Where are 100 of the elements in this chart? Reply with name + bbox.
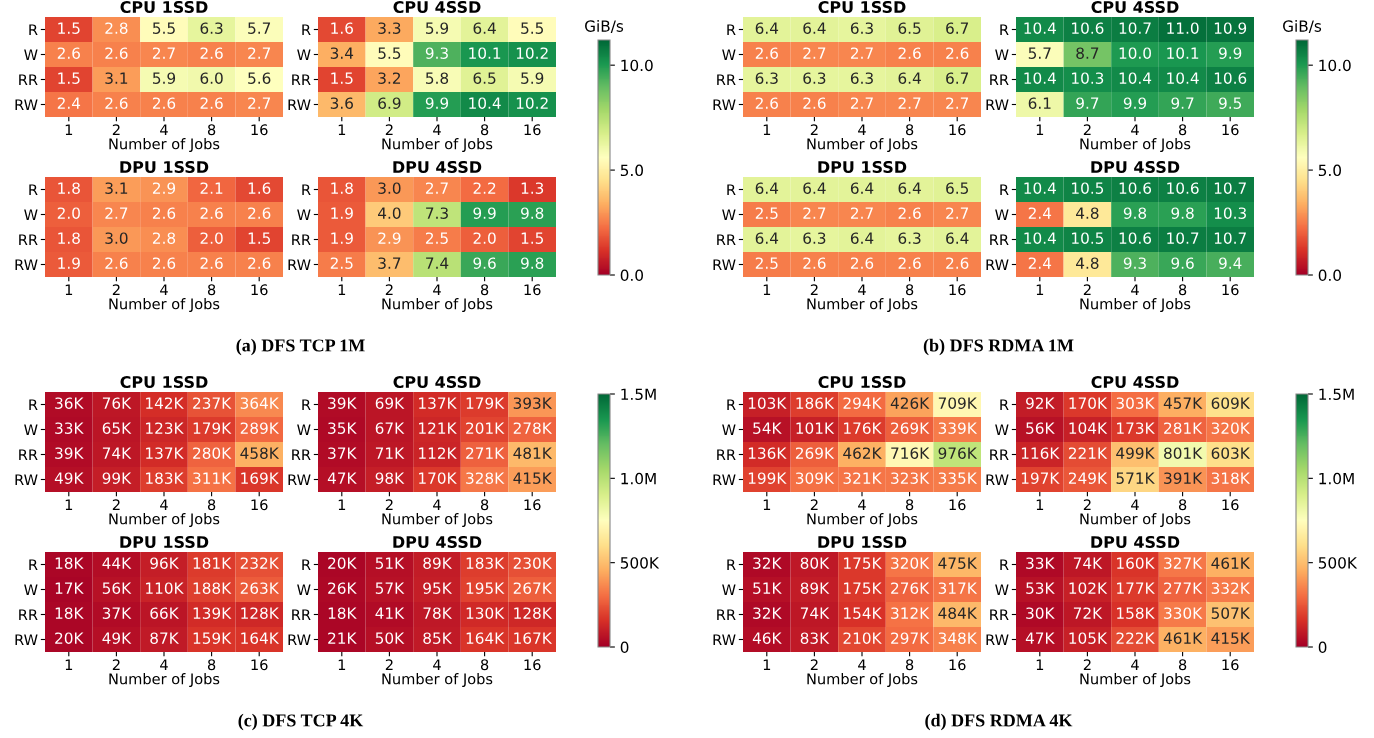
data-label: 72K <box>1073 607 1103 619</box>
y-tick-label: RR <box>990 74 1009 86</box>
x-tick-label: 2 <box>385 659 393 671</box>
x-tick-label: 8 <box>480 284 489 296</box>
x-tick-label: 4 <box>858 124 866 136</box>
data-label: 51K <box>753 582 782 594</box>
data-label: 71K <box>375 447 405 459</box>
data-label: 2.6 <box>105 257 128 269</box>
data-label: 10.2 <box>516 97 548 109</box>
x-tick-label: 16 <box>949 124 966 136</box>
data-label: 9.8 <box>1123 207 1147 219</box>
data-label: 199K <box>748 472 787 484</box>
data-label: 475K <box>938 557 978 569</box>
data-label: 9.8 <box>1171 207 1194 219</box>
data-label: 269K <box>795 447 835 459</box>
data-label: 159K <box>193 632 232 644</box>
data-label: 3.6 <box>330 97 353 109</box>
data-label: 197K <box>1021 472 1060 484</box>
x-tick-label: 1 <box>1036 284 1044 296</box>
data-label: 571K <box>1116 472 1155 484</box>
y-tick-label: R <box>727 24 736 36</box>
data-label: 95K <box>423 582 453 594</box>
data-label: 1.8 <box>331 182 353 194</box>
data-label: 2.6 <box>946 257 969 269</box>
data-label: 183K <box>466 557 505 569</box>
data-label: 87K <box>150 632 180 644</box>
y-tick-label: RR <box>990 234 1009 246</box>
data-label: 9.9 <box>1219 47 1242 59</box>
data-label: 391K <box>1164 472 1203 484</box>
x-tick-label: 16 <box>524 284 541 296</box>
data-label: 51K <box>375 557 405 569</box>
data-label: 10.4 <box>1024 182 1056 194</box>
y-tick-label: RR <box>19 234 38 246</box>
data-label: 49K <box>102 632 132 644</box>
data-label: 2.0 <box>57 207 80 219</box>
data-label: 158K <box>1117 607 1155 619</box>
data-label: 2.7 <box>946 97 969 109</box>
x-tick-label: 1 <box>65 284 73 296</box>
data-label: 2.7 <box>898 97 921 109</box>
data-label: 10.6 <box>1214 72 1247 84</box>
x-tick-label: 1 <box>338 124 346 136</box>
x-tick-label: 16 <box>251 124 268 136</box>
data-label: 74K <box>1073 557 1103 569</box>
x-tick-label: 2 <box>112 659 120 671</box>
x-tick-label: 16 <box>1222 659 1239 671</box>
data-label: 221K <box>1068 447 1108 459</box>
data-label: 348K <box>938 632 978 644</box>
data-label: 10.6 <box>1072 22 1104 34</box>
data-label: 20K <box>55 632 84 644</box>
data-label: 2.9 <box>378 232 401 244</box>
data-label: 9.7 <box>1171 97 1194 109</box>
x-axis-title: Number of Jobs <box>1080 673 1191 688</box>
x-tick-label: 1 <box>763 659 771 671</box>
x-tick-label: 4 <box>858 659 866 671</box>
x-tick-label: 16 <box>1222 284 1239 296</box>
data-label: 7.4 <box>426 257 449 269</box>
chart-title: DPU 1SSD <box>818 160 907 174</box>
data-label: 6.3 <box>803 72 826 84</box>
x-tick-label: 16 <box>524 124 541 136</box>
data-label: 3.4 <box>330 47 354 59</box>
y-tick-label: RR <box>717 234 736 246</box>
data-label: 4.0 <box>378 207 401 219</box>
y-tick-label: W <box>297 424 311 436</box>
data-label: 121K <box>419 422 457 434</box>
data-label: 2.4 <box>57 97 81 109</box>
y-tick-label: W <box>722 209 736 221</box>
y-tick-label: R <box>29 559 38 571</box>
data-label: 10.0 <box>1119 47 1151 59</box>
data-label: 47K <box>327 472 357 484</box>
x-tick-label: 1 <box>65 124 73 136</box>
chart-title: CPU 4SSD <box>393 0 481 14</box>
data-label: 801K <box>1164 447 1203 459</box>
x-tick-label: 4 <box>433 499 441 511</box>
data-label: 6.7 <box>946 22 969 34</box>
y-tick-label: RW <box>288 259 311 271</box>
data-label: 210K <box>843 632 882 644</box>
chart-title: CPU 1SSD <box>818 0 906 14</box>
data-label: 179K <box>193 422 232 434</box>
data-label: 2.9 <box>152 182 176 194</box>
x-tick-label: 8 <box>207 499 216 511</box>
data-label: 9.9 <box>473 207 496 219</box>
y-tick-label: W <box>995 209 1009 221</box>
x-axis-title: Number of Jobs <box>807 298 918 313</box>
data-label: 85K <box>423 632 453 644</box>
y-tick-label: RW <box>986 634 1009 646</box>
chart-title: CPU 1SSD <box>120 375 208 389</box>
color-bar-title: GiB/s <box>585 20 624 34</box>
data-label: 249K <box>1068 472 1108 484</box>
data-label: 2.6 <box>200 97 223 109</box>
data-label: 53K <box>1026 582 1055 594</box>
data-label: 10.7 <box>1167 232 1199 244</box>
data-label: 37K <box>328 447 357 459</box>
data-label: 102K <box>1069 582 1108 594</box>
x-tick-label: 8 <box>905 499 914 511</box>
x-tick-label: 2 <box>1083 659 1091 671</box>
x-tick-label: 8 <box>480 659 489 671</box>
data-label: 1.8 <box>58 182 80 194</box>
chart-title: CPU 4SSD <box>393 375 481 389</box>
data-label: 393K <box>513 397 553 409</box>
x-tick-label: 16 <box>251 659 268 671</box>
